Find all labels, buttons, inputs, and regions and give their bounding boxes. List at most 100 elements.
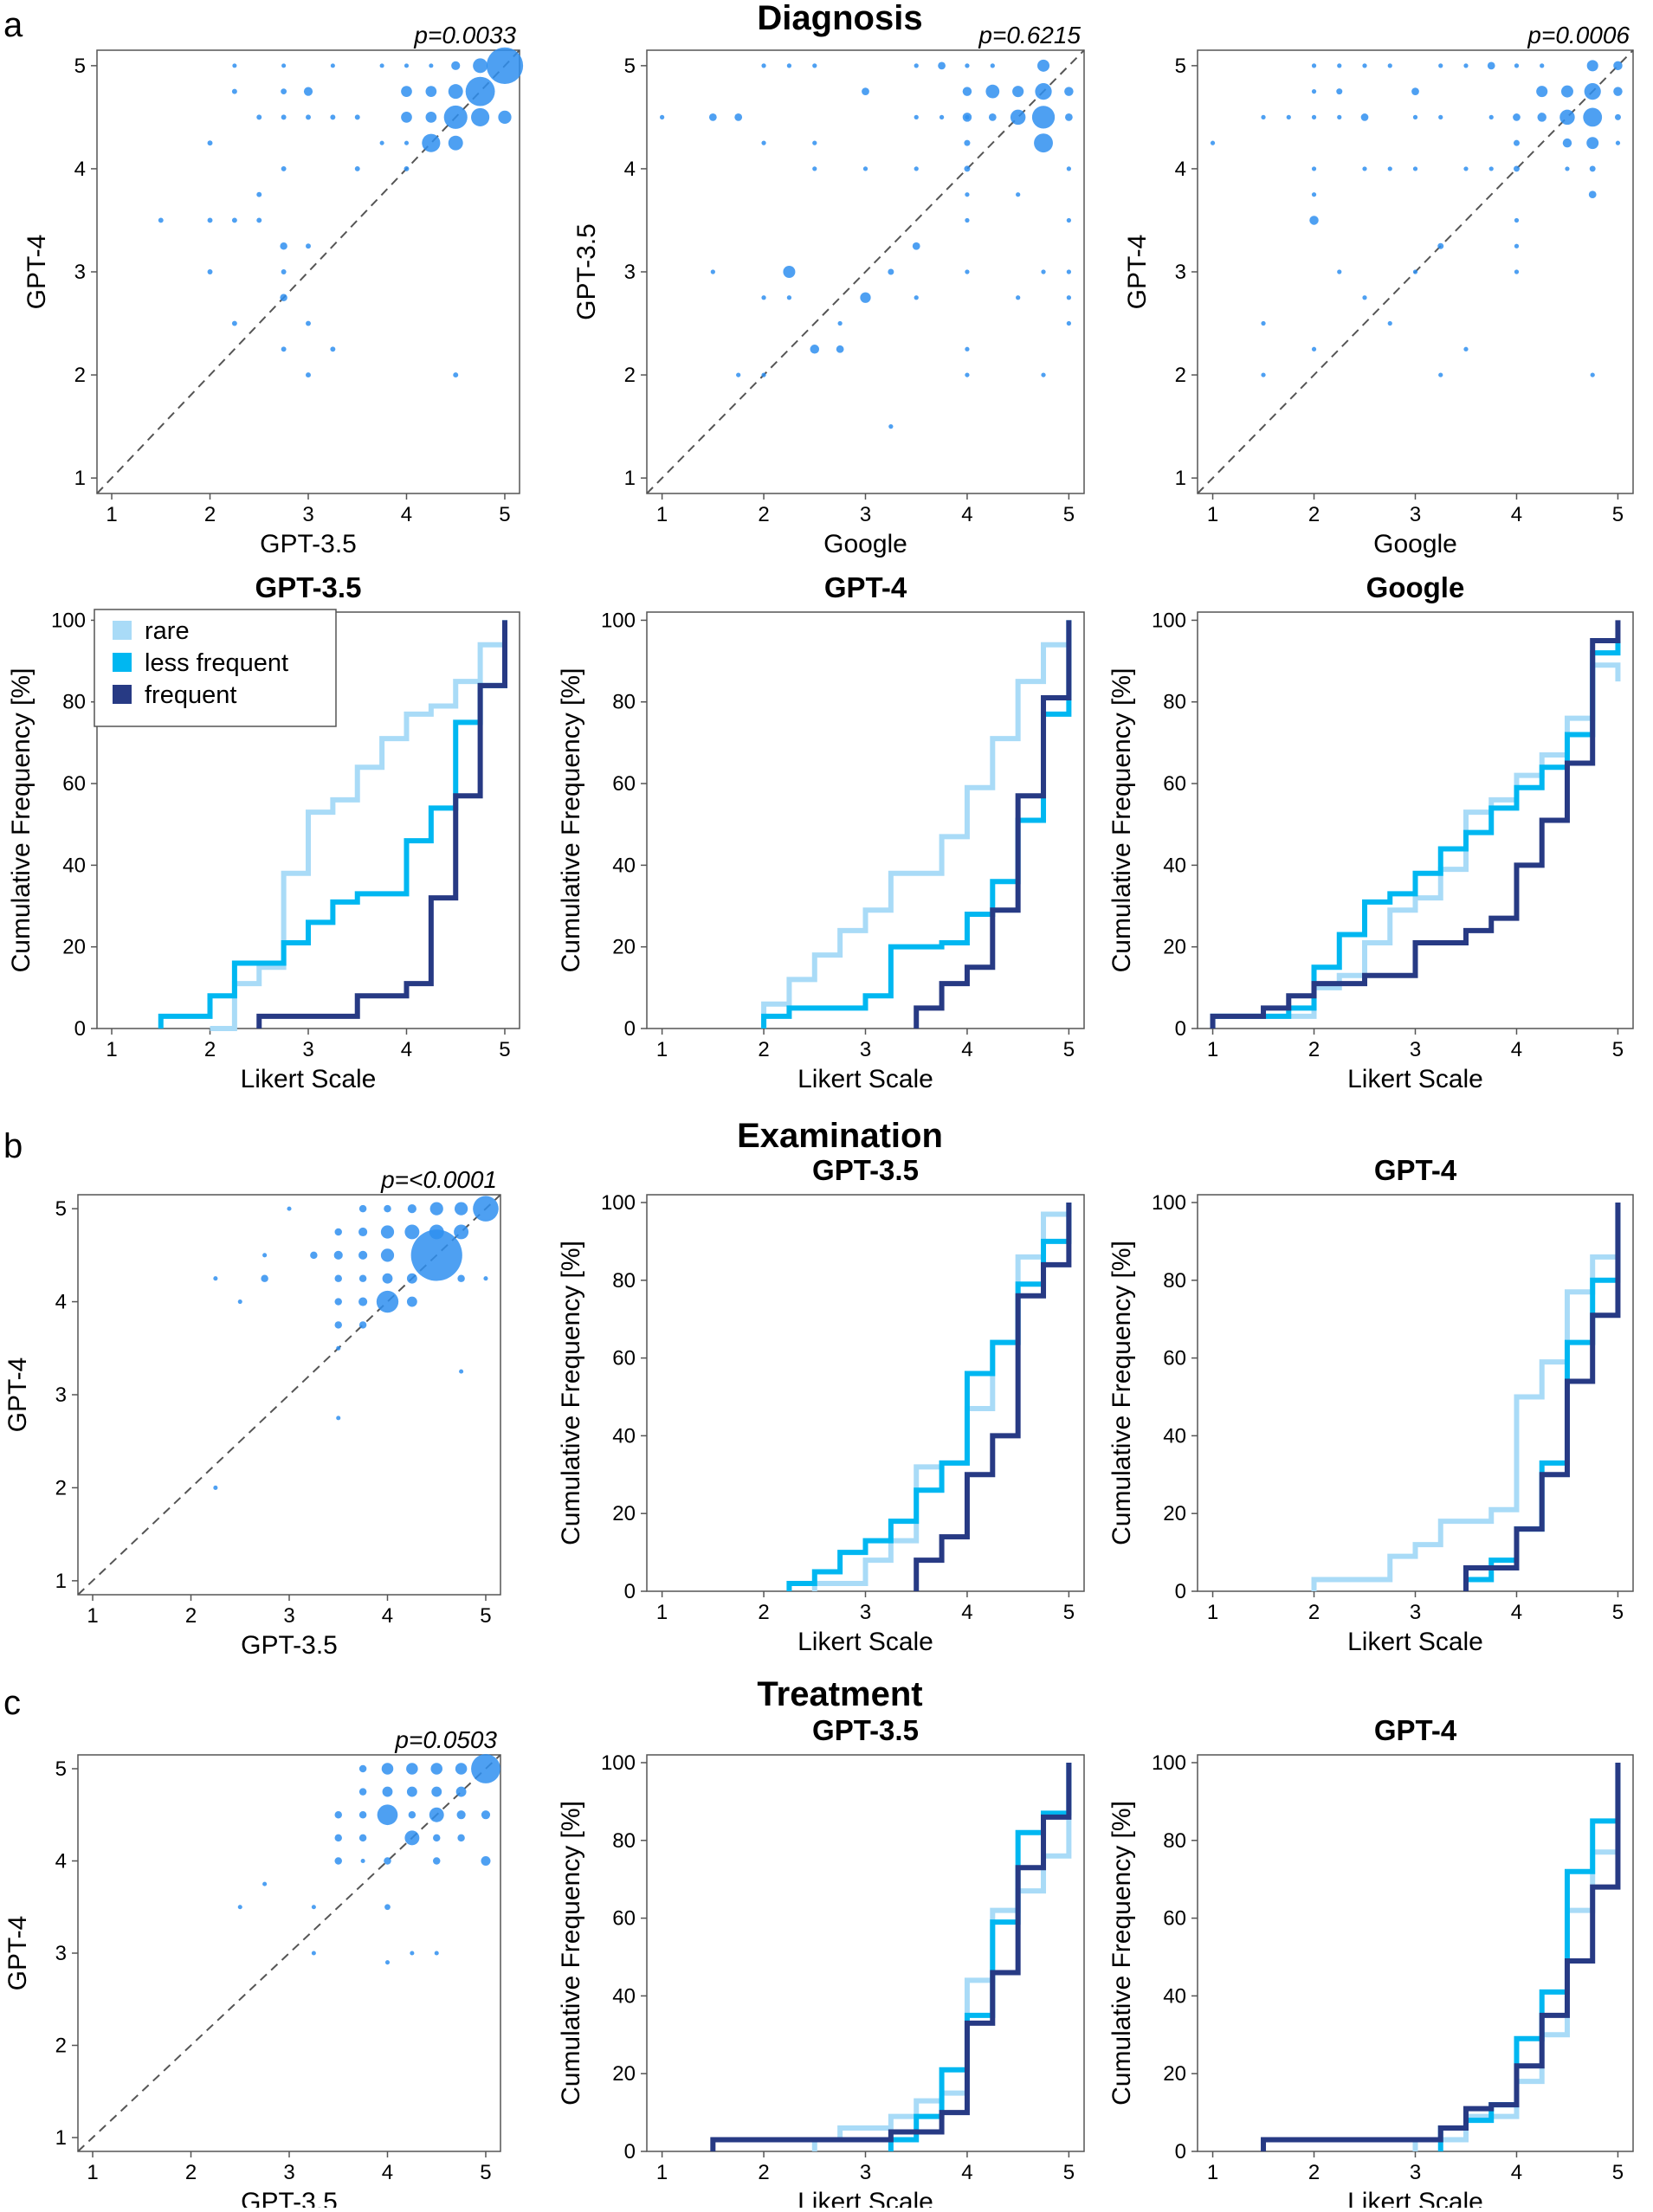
scatter-point: [429, 1202, 443, 1216]
scatter-point: [360, 1858, 365, 1864]
y-tick-label: 100: [51, 609, 86, 632]
y-tick-label: 1: [55, 1570, 67, 1593]
section-title-diagnosis: Diagnosis: [757, 0, 922, 37]
scatter-point: [1286, 114, 1291, 120]
scatter-point: [459, 1369, 464, 1374]
scatter-point: [1311, 89, 1317, 94]
x-tick-label: 5: [1612, 1038, 1624, 1061]
scatter-point: [1583, 107, 1603, 127]
y-tick-label: 1: [1175, 467, 1186, 490]
x-tick-label: 1: [1207, 503, 1218, 526]
x-tick-label: 5: [1063, 503, 1075, 526]
scatter-point: [962, 87, 972, 96]
scatter-point: [333, 1250, 343, 1260]
y-tick-label: 40: [612, 1424, 636, 1448]
x-tick-label: 1: [656, 503, 668, 526]
legend: rare less frequent frequent: [94, 609, 337, 727]
scatter-point: [1031, 106, 1056, 129]
chart-diag-ecdf-gpt4: 1 2 3 4 5 0 20 40 60 80 100 Likert Scale Cumulative …: [557, 571, 1085, 1093]
scatter-point: [262, 1881, 268, 1886]
scatter-point: [1035, 82, 1052, 100]
x-tick-label: 2: [1308, 1601, 1320, 1624]
scatter-point: [1588, 190, 1597, 199]
scatter-point: [380, 1248, 395, 1262]
y-tick-label: 0: [1175, 1017, 1186, 1041]
y-tick-label: 5: [624, 55, 636, 78]
scatter-point: [407, 1204, 416, 1214]
scatter-point: [213, 1276, 218, 1281]
scatter-point: [1438, 114, 1443, 120]
scatter-point: [334, 1834, 342, 1842]
scatter-point: [207, 140, 213, 146]
section-title-treatment: Treatment: [757, 1675, 922, 1713]
scatter-point: [281, 88, 287, 95]
scatter-point: [256, 217, 262, 223]
chart-exam-ecdf-gpt35: 1 2 3 4 5 0 20 40 60 80 100 Likert Scale Cumulative …: [557, 1154, 1085, 1656]
x-tick-label: 4: [401, 503, 412, 526]
x-tick-label: 1: [656, 1601, 668, 1624]
x-tick-label: 3: [860, 503, 871, 526]
scatter-point: [862, 166, 868, 171]
scatter-point: [281, 165, 287, 171]
scatter-point: [1066, 217, 1072, 223]
x-tick-label: 4: [961, 1038, 972, 1061]
scatter-point: [1438, 372, 1443, 377]
x-axis-label: GPT-3.5: [241, 2188, 338, 2208]
y-axis-label: Cumulative Frequency [%]: [1107, 668, 1136, 973]
legend-box: [94, 609, 337, 727]
scatter-point: [406, 1763, 418, 1775]
scatter-point: [280, 242, 287, 250]
scatter-point: [1362, 166, 1367, 171]
y-tick-label: 4: [624, 158, 636, 181]
scatter-point: [232, 63, 237, 68]
y-axis-label: GPT-4: [3, 1358, 32, 1433]
scatter-point: [380, 1225, 395, 1239]
scatter-point: [965, 346, 970, 351]
x-tick-label: 2: [1308, 2161, 1320, 2184]
x-axis-label: Likert Scale: [1347, 2188, 1483, 2208]
scatter-point: [914, 114, 919, 120]
y-tick-label: 3: [1175, 261, 1186, 284]
scatter-point: [457, 1834, 465, 1842]
scatter-point: [376, 1290, 399, 1313]
y-axis-label: GPT-4: [1123, 235, 1152, 310]
series-line-frequent: [1261, 1762, 1621, 2151]
series-line-frequent: [1463, 1202, 1621, 1591]
x-tick-label: 3: [860, 1038, 871, 1061]
scatter-point: [303, 87, 313, 96]
scatter-point: [1437, 242, 1444, 249]
scatter-point: [404, 140, 410, 145]
scatter-point: [465, 76, 495, 106]
scatter-point: [358, 1788, 367, 1796]
x-tick-label: 1: [87, 1604, 98, 1628]
scatter-point: [455, 1786, 467, 1797]
x-tick-label: 2: [758, 1601, 769, 1624]
scatter-point: [964, 165, 971, 172]
scatter-point: [358, 1297, 368, 1306]
scatter-point: [434, 1951, 439, 1956]
series-line-frequent: [256, 620, 507, 1029]
x-axis-label: Likert Scale: [1347, 1065, 1483, 1093]
y-tick-label: 60: [612, 772, 636, 796]
scatter-point: [334, 1857, 342, 1865]
x-tick-label: 1: [1207, 1601, 1218, 1624]
series-line-less-frequent: [761, 620, 1072, 1029]
scatter-point: [384, 1904, 391, 1911]
x-tick-label: 4: [382, 1604, 393, 1628]
x-axis-label: Likert Scale: [241, 1065, 377, 1093]
x-tick-label: 2: [185, 2161, 197, 2184]
y-tick-label: 3: [74, 261, 86, 284]
x-tick-label: 5: [1612, 2161, 1624, 2184]
scatter-point: [451, 61, 461, 70]
scatter-point: [207, 217, 213, 223]
scatter-point: [965, 372, 970, 377]
legend-label: less frequent: [145, 649, 288, 677]
chart-exam-scatter: 1 2 3 4 5 1 2 3 4 5 GPT-3.5 GPT-4 p=<0.0001: [3, 1166, 501, 1660]
y-tick-label: 80: [1163, 1269, 1186, 1293]
chart-diag-scatter-1: 1 2 3 4 5 1 2 3 4 5 GPT-3.5 GPT-4 p=0.0033: [23, 22, 524, 558]
x-tick-label: 2: [758, 2161, 769, 2184]
scatter-point: [1261, 114, 1266, 120]
scatter-point: [430, 1763, 442, 1775]
scatter-point: [1463, 63, 1469, 68]
scatter-point: [888, 423, 894, 429]
